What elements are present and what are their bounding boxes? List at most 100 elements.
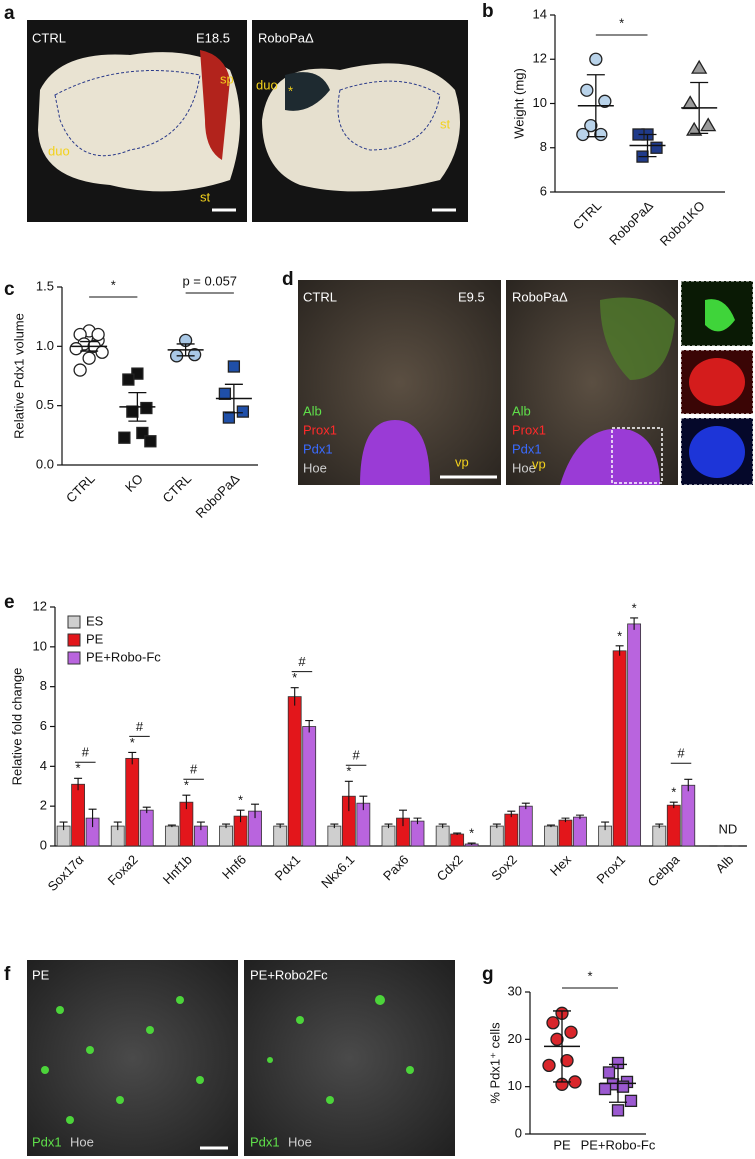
data-point (576, 127, 590, 142)
data-point (91, 327, 105, 342)
panel-letter: a (4, 3, 15, 24)
significance-label: * (184, 778, 189, 793)
y-tick-label: 10 (533, 95, 547, 110)
data-point (611, 1104, 625, 1117)
comparison-label: # (82, 745, 90, 760)
image-label: E9.5 (458, 289, 485, 304)
x-tick-label: RoboPaΔ (192, 471, 242, 521)
data-point (700, 117, 717, 132)
legend-label: PE (86, 631, 104, 646)
data-point (580, 83, 594, 97)
y-axis-label: Weight (mg) (511, 68, 526, 139)
error-bar (690, 81, 709, 135)
data-point (82, 351, 96, 365)
panel-letter: d (282, 269, 294, 290)
significance-label: * (671, 785, 676, 800)
significance-label: * (76, 761, 81, 776)
image-label: Pdx1 (32, 1134, 62, 1149)
image-label: Hoe (288, 1134, 312, 1149)
data-point (187, 347, 202, 362)
image-label: Hoe (70, 1134, 94, 1149)
comparison-label: # (136, 719, 144, 734)
error-bar (74, 777, 83, 791)
bar (327, 825, 342, 847)
legend-swatch (67, 615, 81, 629)
x-tick-label: KO (122, 471, 146, 495)
data-point (144, 435, 157, 448)
x-tick-label: Sox17α (45, 852, 87, 894)
error-bar (413, 817, 422, 825)
error-bar (128, 391, 147, 422)
y-tick-label: 0.0 (36, 456, 54, 471)
data-point (546, 1016, 560, 1030)
bar (139, 809, 154, 847)
image-label: Alb (512, 403, 531, 418)
x-tick-label: Pdx1 (272, 852, 304, 884)
legend-swatch (67, 651, 81, 665)
y-tick-label: 12 (533, 51, 547, 66)
bar (666, 804, 681, 847)
y-tick-label: 1.0 (36, 338, 54, 353)
bar (573, 816, 587, 847)
error-bar (276, 823, 285, 829)
y-tick-label: 10 (508, 1078, 522, 1093)
y-tick-label: 1.5 (36, 278, 54, 293)
image-label: Alb (303, 403, 322, 418)
error-bar (196, 821, 205, 831)
legend-label: ES (86, 613, 104, 628)
y-axis-label: Relative Pdx1 volume (11, 313, 26, 439)
x-tick-label: Pax6 (380, 852, 412, 884)
data-point (594, 127, 608, 142)
error-bar (492, 823, 501, 829)
error-bar (669, 801, 678, 809)
y-tick-label: 0 (40, 837, 47, 852)
x-tick-label: Hex (547, 852, 574, 879)
error-bar (586, 74, 605, 138)
y-tick-label: 0 (515, 1125, 522, 1140)
significance-label: * (632, 600, 637, 615)
image-label: Hoe (303, 460, 327, 475)
error-bar (80, 340, 99, 352)
image-label: Hoe (512, 460, 536, 475)
error-bar (224, 383, 243, 414)
image-label: sp (220, 71, 234, 86)
data-point (69, 342, 83, 356)
data-point (136, 426, 149, 440)
error-bar (575, 814, 584, 820)
bar (504, 813, 519, 847)
x-tick-label: CTRL (160, 471, 195, 506)
image-label: CTRL (303, 289, 337, 304)
data-point (222, 411, 236, 424)
image-label: Pdx1 (303, 441, 333, 456)
error-bar (546, 824, 555, 828)
bar (544, 825, 558, 847)
data-point (686, 121, 703, 136)
y-tick-label: 4 (40, 758, 47, 773)
error-bar (142, 806, 151, 814)
error-bar (630, 617, 639, 630)
data-point (589, 52, 603, 66)
bar (435, 825, 450, 847)
y-axis-label: % Pdx1⁺ cells (487, 1022, 502, 1104)
x-tick-label: Hnf6 (219, 852, 249, 882)
image-d-insets (680, 280, 754, 486)
y-tick-label: 8 (540, 139, 547, 154)
x-tick-label: Robo1KO (657, 198, 708, 249)
data-point (236, 405, 250, 418)
image-label: PE+Robo2Fc (250, 967, 328, 982)
bar (652, 825, 667, 847)
bar (410, 820, 425, 847)
bar (627, 623, 642, 847)
significance-label: * (346, 764, 351, 779)
error-bar (399, 809, 407, 827)
error-bar (290, 687, 299, 706)
data-point (584, 118, 598, 133)
error-bar (59, 821, 68, 831)
x-tick-label: Sox2 (488, 852, 520, 884)
image-label: RoboPaΔ (512, 289, 568, 304)
significance-label: * (292, 670, 297, 685)
x-tick-label: Hnf1b (160, 852, 195, 887)
y-tick-label: 0.5 (36, 397, 54, 412)
data-point (227, 360, 241, 373)
